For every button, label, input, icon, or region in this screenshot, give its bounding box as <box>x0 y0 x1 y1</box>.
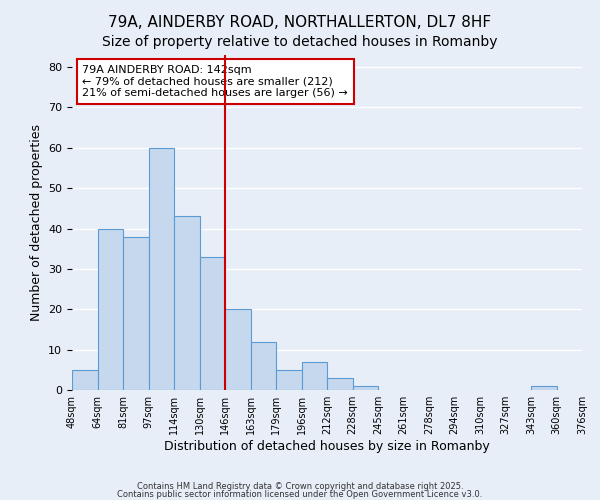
Bar <box>199 257 225 390</box>
Bar <box>123 236 149 390</box>
Text: 79A AINDERBY ROAD: 142sqm
← 79% of detached houses are smaller (212)
21% of semi: 79A AINDERBY ROAD: 142sqm ← 79% of detac… <box>82 65 348 98</box>
Text: 79A, AINDERBY ROAD, NORTHALLERTON, DL7 8HF: 79A, AINDERBY ROAD, NORTHALLERTON, DL7 8… <box>109 15 491 30</box>
Y-axis label: Number of detached properties: Number of detached properties <box>29 124 43 321</box>
Bar <box>251 342 276 390</box>
Text: Contains HM Land Registry data © Crown copyright and database right 2025.: Contains HM Land Registry data © Crown c… <box>137 482 463 491</box>
Text: Size of property relative to detached houses in Romanby: Size of property relative to detached ho… <box>102 35 498 49</box>
Bar <box>531 386 557 390</box>
Bar <box>97 228 123 390</box>
Text: Contains public sector information licensed under the Open Government Licence v3: Contains public sector information licen… <box>118 490 482 499</box>
Bar <box>327 378 353 390</box>
Bar <box>225 310 251 390</box>
Bar <box>302 362 327 390</box>
Bar <box>276 370 302 390</box>
Bar <box>149 148 174 390</box>
Bar <box>353 386 378 390</box>
X-axis label: Distribution of detached houses by size in Romanby: Distribution of detached houses by size … <box>164 440 490 453</box>
Bar <box>174 216 199 390</box>
Bar <box>72 370 97 390</box>
